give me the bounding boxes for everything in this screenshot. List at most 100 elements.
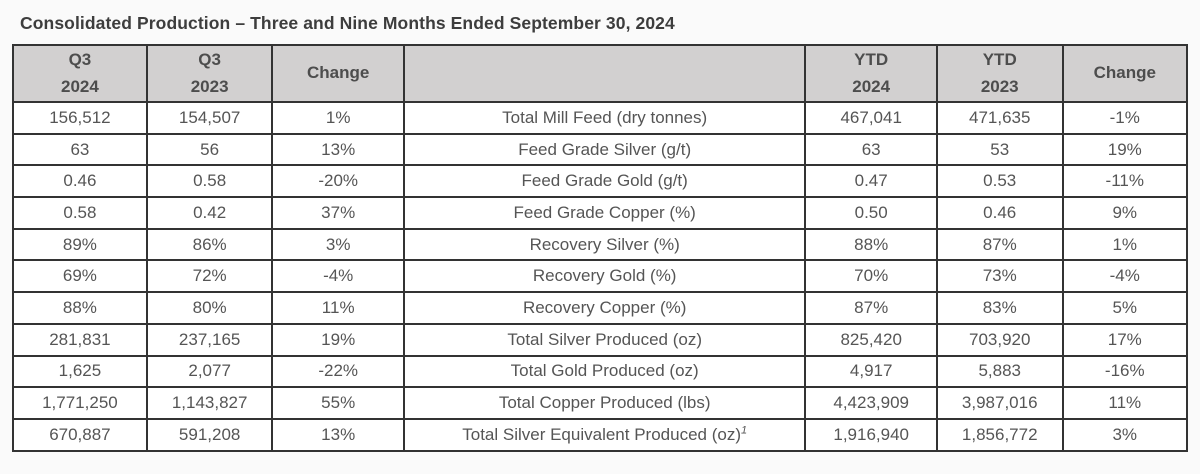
cell-metric: Recovery Silver (%) — [402, 227, 807, 262]
cell-q3_2023: 237,165 — [145, 322, 274, 357]
cell-ytd_2023: 0.53 — [935, 164, 1064, 199]
cell-ytd_2023: 0.46 — [935, 196, 1064, 230]
table-row: 1,771,250 1,143,827 55% Total Copper Produc… — [12, 386, 1189, 420]
cell-change_q3: 1% — [271, 101, 405, 135]
cell-change_ytd: -4% — [1061, 259, 1189, 294]
table-row: 0.58 0.42 37% Feed Grade Copper (%) 0.50 0.46… — [12, 196, 1189, 230]
cell-q3_2024: 0.58 — [12, 196, 148, 230]
cell-ytd_2023: 1,856,772 — [935, 417, 1064, 452]
table-row: 88% 80% 11% Recovery Copper (%) 87% 83% 5% — [12, 291, 1189, 325]
cell-q3_2024: 670,887 — [12, 417, 148, 452]
cell-q3_2023: 0.58 — [145, 164, 274, 199]
cell-q3_2024: 1,771,250 — [12, 386, 148, 420]
cell-q3_2023: 1,143,827 — [145, 386, 274, 420]
cell-q3_2024: 89% — [12, 227, 148, 262]
cell-ytd_2023: 83% — [935, 291, 1064, 325]
cell-metric: Feed Grade Silver (g/t) — [402, 132, 807, 167]
col-header-q3_2024: Q3 2024 — [12, 44, 148, 103]
cell-change_q3: 37% — [271, 196, 405, 230]
cell-q3_2024: 69% — [12, 259, 148, 294]
col-header-ytd_2024: YTD 2024 — [804, 44, 938, 103]
col-header-change_q3: Change — [271, 44, 405, 103]
cell-ytd_2023: 87% — [935, 227, 1064, 262]
cell-metric: Total Silver Equivalent Produced (oz)1 — [402, 417, 807, 452]
cell-metric: Feed Grade Copper (%) — [402, 196, 807, 230]
col-header-metric — [402, 44, 807, 103]
cell-change_ytd: 11% — [1061, 386, 1189, 420]
table-header: Q3 2024 Q3 2023 Change YTD 2024 YTD 2023 Change — [12, 44, 1189, 103]
cell-ytd_2024: 1,916,940 — [804, 417, 938, 452]
table-row: 63 56 13% Feed Grade Silver (g/t) 63 53 19% — [12, 132, 1189, 167]
cell-q3_2023: 154,507 — [145, 101, 274, 135]
page-title: Consolidated Production – Three and Nine… — [20, 13, 675, 33]
production-table: Q3 2024 Q3 2023 Change YTD 2024 YTD 2023 Change 1… — [12, 44, 1189, 452]
col-header-ytd_2023: YTD 2023 — [935, 44, 1064, 103]
cell-ytd_2023: 53 — [935, 132, 1064, 167]
table-row: 69% 72% -4% Recovery Gold (%) 70% 73% -4% — [12, 259, 1189, 294]
cell-change_q3: 19% — [271, 322, 405, 357]
cell-ytd_2023: 3,987,016 — [935, 386, 1064, 420]
cell-ytd_2024: 467,041 — [804, 101, 938, 135]
cell-change_q3: -4% — [271, 259, 405, 294]
cell-metric: Recovery Copper (%) — [402, 291, 807, 325]
cell-ytd_2024: 4,423,909 — [804, 386, 938, 420]
cell-change_ytd: 19% — [1061, 132, 1189, 167]
cell-q3_2024: 156,512 — [12, 101, 148, 135]
cell-q3_2023: 2,077 — [145, 354, 274, 389]
cell-q3_2024: 63 — [12, 132, 148, 167]
table-row: 89% 86% 3% Recovery Silver (%) 88% 87% 1% — [12, 227, 1189, 262]
cell-change_ytd: 17% — [1061, 322, 1189, 357]
col-header-change_ytd: Change — [1061, 44, 1189, 103]
cell-change_q3: 13% — [271, 132, 405, 167]
cell-q3_2023: 80% — [145, 291, 274, 325]
cell-ytd_2024: 70% — [804, 259, 938, 294]
cell-ytd_2023: 5,883 — [935, 354, 1064, 389]
cell-change_q3: -20% — [271, 164, 405, 199]
cell-q3_2024: 1,625 — [12, 354, 148, 389]
cell-change_q3: 55% — [271, 386, 405, 420]
table-row: 670,887 591,208 13% Total Silver Equivalent… — [12, 417, 1189, 452]
cell-q3_2024: 281,831 — [12, 322, 148, 357]
cell-metric: Total Gold Produced (oz) — [402, 354, 807, 389]
cell-q3_2023: 56 — [145, 132, 274, 167]
cell-metric: Recovery Gold (%) — [402, 259, 807, 294]
table-row: 156,512 154,507 1% Total Mill Feed (dry ton… — [12, 101, 1189, 135]
cell-ytd_2024: 87% — [804, 291, 938, 325]
cell-q3_2024: 88% — [12, 291, 148, 325]
col-header-q3_2023: Q3 2023 — [145, 44, 274, 103]
table-row: 1,625 2,077 -22% Total Gold Produced (oz) 4,… — [12, 354, 1189, 389]
cell-change_q3: 11% — [271, 291, 405, 325]
cell-metric: Total Mill Feed (dry tonnes) — [402, 101, 807, 135]
cell-ytd_2024: 63 — [804, 132, 938, 167]
cell-change_ytd: -1% — [1061, 101, 1189, 135]
cell-ytd_2024: 88% — [804, 227, 938, 262]
cell-q3_2023: 86% — [145, 227, 274, 262]
cell-q3_2024: 0.46 — [12, 164, 148, 199]
cell-metric: Total Silver Produced (oz) — [402, 322, 807, 357]
cell-ytd_2024: 4,917 — [804, 354, 938, 389]
table-row: 0.46 0.58 -20% Feed Grade Gold (g/t) 0.47 0.5… — [12, 164, 1189, 199]
cell-ytd_2023: 703,920 — [935, 322, 1064, 357]
cell-change_q3: 3% — [271, 227, 405, 262]
cell-ytd_2024: 0.47 — [804, 164, 938, 199]
page: Consolidated Production – Three and Nine… — [12, 13, 1189, 452]
cell-change_q3: 13% — [271, 417, 405, 452]
cell-ytd_2023: 471,635 — [935, 101, 1064, 135]
cell-ytd_2023: 73% — [935, 259, 1064, 294]
cell-change_ytd: -16% — [1061, 354, 1189, 389]
cell-metric: Feed Grade Gold (g/t) — [402, 164, 807, 199]
cell-q3_2023: 0.42 — [145, 196, 274, 230]
cell-change_ytd: 1% — [1061, 227, 1189, 262]
cell-metric: Total Copper Produced (lbs) — [402, 386, 807, 420]
cell-change_ytd: 5% — [1061, 291, 1189, 325]
cell-change_ytd: 3% — [1061, 417, 1189, 452]
cell-ytd_2024: 825,420 — [804, 322, 938, 357]
footnote-marker: 1 — [740, 424, 748, 437]
table-row: 281,831 237,165 19% Total Silver Produced (… — [12, 322, 1189, 357]
header-row: Q3 2024 Q3 2023 Change YTD 2024 YTD 2023 Change — [12, 44, 1189, 103]
cell-ytd_2024: 0.50 — [804, 196, 938, 230]
cell-q3_2023: 72% — [145, 259, 274, 294]
cell-q3_2023: 591,208 — [145, 417, 274, 452]
cell-change_ytd: 9% — [1061, 196, 1189, 230]
table-body: 156,512 154,507 1% Total Mill Feed (dry ton… — [12, 101, 1189, 452]
